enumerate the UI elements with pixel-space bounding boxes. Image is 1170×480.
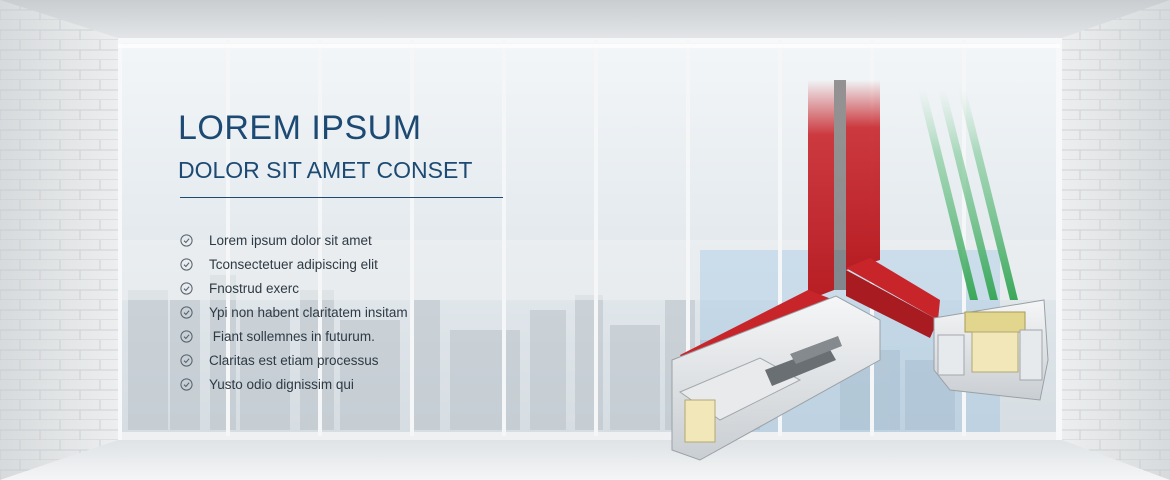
- check-circle-icon: [180, 305, 193, 319]
- feature-item: Fiant sollemnes in futurum.: [180, 324, 408, 348]
- window-profile-cutaway: [671, 80, 1049, 461]
- feature-item: Fnostrud exerc: [180, 276, 408, 300]
- feature-label: Lorem ipsum dolor sit amet: [209, 232, 372, 248]
- check-circle-icon: [180, 353, 193, 367]
- check-circle-icon: [180, 377, 193, 391]
- feature-label: Yusto odio dignissim qui: [209, 376, 354, 392]
- feature-label: Fnostrud exerc: [209, 280, 300, 296]
- banner-subtitle: DOLOR SIT AMET CONSET: [178, 157, 473, 183]
- feature-label: Claritas est etiam processus: [209, 352, 379, 368]
- feature-label: Ypi non habent claritatem insitam: [209, 304, 408, 320]
- feature-item: Ypi non habent claritatem insitam: [180, 300, 408, 324]
- feature-label: Tconsectetuer adipiscing elit: [209, 256, 378, 272]
- check-circle-icon: [180, 257, 193, 271]
- check-circle-icon: [180, 233, 193, 247]
- check-circle-icon: [180, 329, 193, 343]
- feature-item: Claritas est etiam processus: [180, 348, 408, 372]
- feature-item: Yusto odio dignissim qui: [180, 372, 408, 396]
- feature-item: Lorem ipsum dolor sit amet: [180, 228, 408, 252]
- headline-block: LOREM IPSUM DOLOR SIT AMET CONSET: [178, 108, 508, 184]
- check-circle-icon: [180, 281, 193, 295]
- banner-title: LOREM IPSUM: [178, 109, 422, 147]
- feature-list: Lorem ipsum dolor sit amet Tconsectetuer…: [180, 228, 408, 396]
- title-divider: [180, 197, 503, 198]
- feature-item: Tconsectetuer adipiscing elit: [180, 252, 408, 276]
- feature-label: Fiant sollemnes in futurum.: [209, 328, 375, 344]
